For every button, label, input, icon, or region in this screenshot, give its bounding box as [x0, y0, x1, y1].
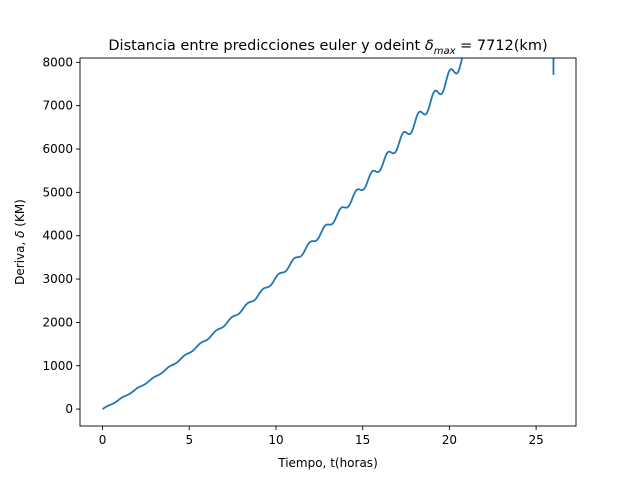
x-tick-label: 10 [268, 433, 283, 447]
x-tick-label: 20 [442, 433, 457, 447]
y-tick-label: 7000 [42, 99, 73, 113]
x-axis: 0 5 10 15 20 25 [99, 426, 544, 447]
y-axis-label-prefix: Deriva, [13, 238, 27, 285]
x-tick-label: 5 [185, 433, 193, 447]
y-tick-label: 3000 [42, 272, 73, 286]
y-tick-label: 6000 [42, 142, 73, 156]
series-line [103, 0, 554, 409]
y-tick-label: 4000 [42, 229, 73, 243]
y-axis-label-symbol: δ [13, 231, 27, 238]
chart-title: Distancia entre predicciones euler y ode… [108, 38, 547, 57]
y-tick-label: 0 [65, 402, 73, 416]
x-axis-label: Tiempo, t(horas) [277, 456, 378, 470]
chart-title-symbol: δ [425, 38, 434, 54]
y-tick-label: 8000 [42, 55, 73, 69]
y-axis: 0 1000 2000 3000 4000 5000 6000 7000 8000 [42, 55, 80, 416]
plot-frame [80, 58, 576, 426]
chart-title-subscript: max [434, 46, 456, 57]
y-tick-label: 5000 [42, 185, 73, 199]
y-tick-label: 1000 [42, 359, 73, 373]
x-tick-label: 25 [528, 433, 543, 447]
chart-title-prefix: Distancia entre predicciones euler y ode… [108, 38, 424, 54]
y-axis-label: Deriva, δ (KM) [13, 199, 27, 285]
y-axis-label-suffix: (KM) [13, 199, 27, 230]
x-tick-label: 15 [355, 433, 370, 447]
x-tick-label: 0 [99, 433, 107, 447]
chart-title-suffix: = 7712(km) [456, 38, 548, 54]
y-tick-label: 2000 [42, 315, 73, 329]
